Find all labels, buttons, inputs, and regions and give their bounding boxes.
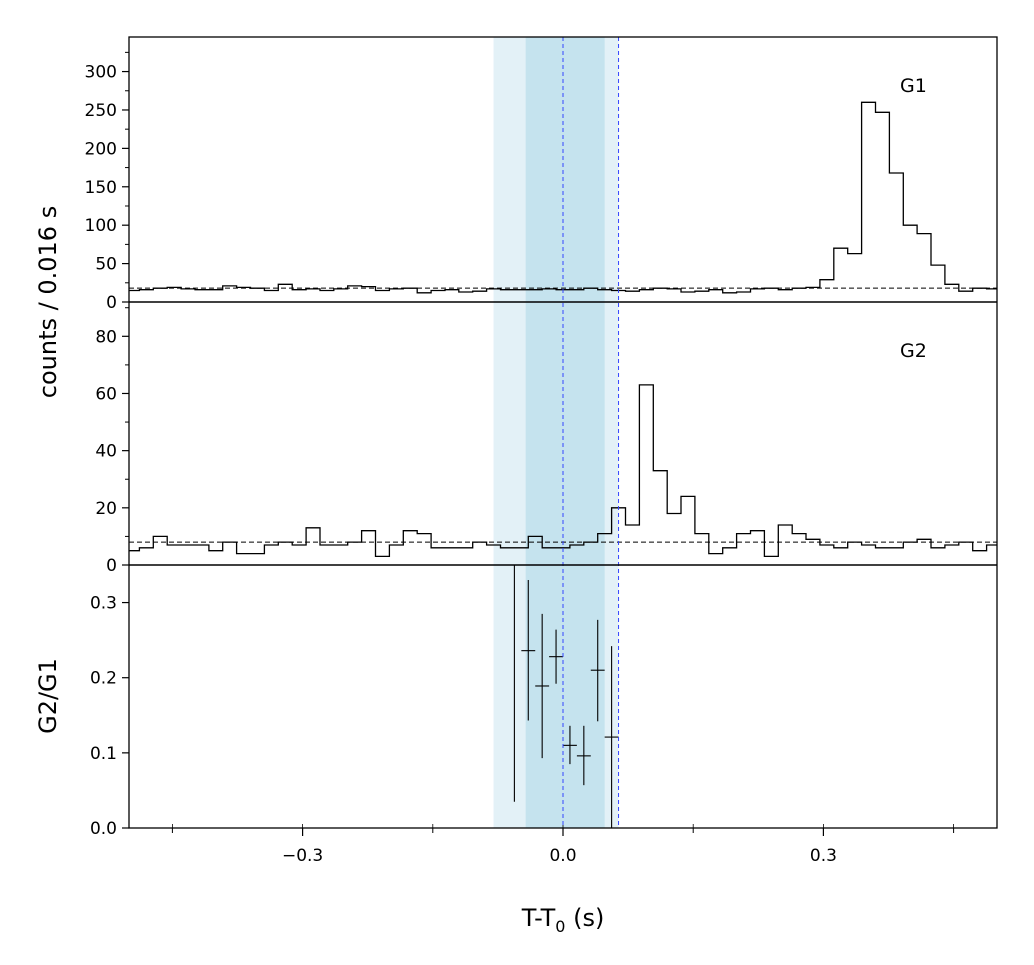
ratio-panel: 0.0 0.1 0.2 0.3 −0.3 0.0 0.3 <box>90 565 955 866</box>
highlight-bands <box>493 37 619 828</box>
y-tick-label: 40 <box>95 442 117 462</box>
y-tick-label: 0 <box>106 556 117 576</box>
panel-frames <box>128 36 998 829</box>
y-tick-label: 0.3 <box>90 594 117 614</box>
y-tick-label: 0 <box>106 293 117 313</box>
x-tick-label: −0.3 <box>282 846 323 866</box>
y-tick-label: 300 <box>85 63 117 83</box>
outer-frame <box>128 36 998 829</box>
g2-panel-label: G2 <box>900 340 927 362</box>
y-tick-label: 150 <box>85 178 117 198</box>
g2-y-axis: 0 20 40 60 80 <box>95 307 129 576</box>
x-axis-title-subscript: 0 <box>555 917 565 936</box>
g1-panel-label: G1 <box>900 75 927 97</box>
ratio-errorbars <box>513 565 619 828</box>
g1-y-axis: 0 50 100 150 200 250 300 <box>85 51 129 313</box>
y-tick-label: 200 <box>85 139 117 159</box>
counts-y-axis-title: counts / 0.016 s <box>34 206 62 398</box>
y-tick-label: 80 <box>95 327 117 347</box>
x-tick-label: 0.0 <box>549 846 576 866</box>
inner-band <box>525 37 605 828</box>
y-tick-label: 0.0 <box>90 819 117 839</box>
ratio-y-axis: 0.0 0.1 0.2 0.3 <box>90 594 129 839</box>
g1-histogram-line <box>129 101 997 294</box>
y-tick-label: 20 <box>95 499 117 519</box>
x-axis-title-main: T-T <box>521 904 556 932</box>
x-axis: −0.3 0.0 0.3 <box>171 824 955 866</box>
ratio-y-axis-title: G2/G1 <box>34 658 62 734</box>
x-axis-title: T-T0 (s) <box>521 904 605 936</box>
y-tick-label: 100 <box>85 216 117 236</box>
y-tick-label: 250 <box>85 101 117 121</box>
reference-lines <box>562 37 620 828</box>
y-tick-label: 60 <box>95 384 117 404</box>
y-tick-label: 0.2 <box>90 669 117 689</box>
x-tick-label: 0.3 <box>810 846 837 866</box>
x-axis-title-unit: (s) <box>565 904 604 932</box>
g1-panel: 0 50 100 150 200 250 300 G1 <box>85 51 997 313</box>
y-tick-label: 50 <box>95 255 117 275</box>
y-tick-label: 0.1 <box>90 744 117 764</box>
